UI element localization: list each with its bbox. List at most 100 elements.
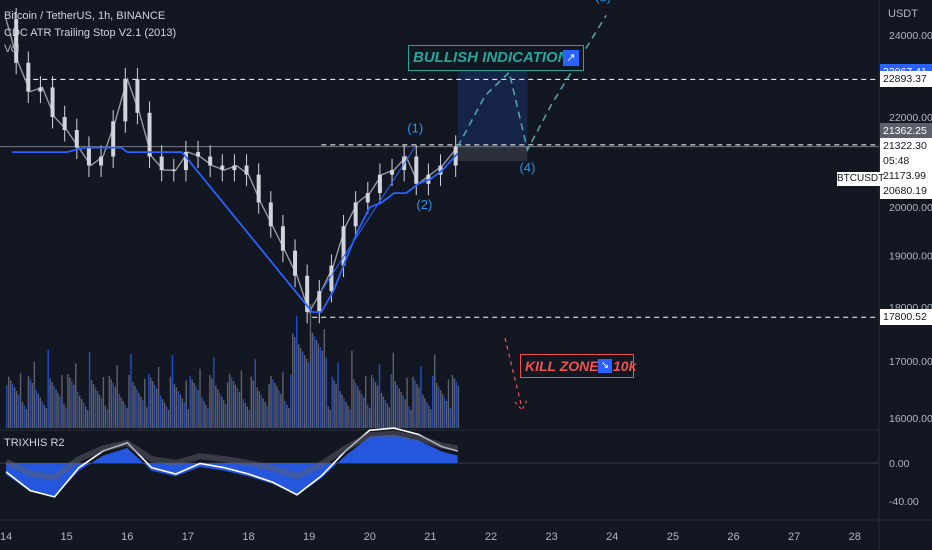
price-tag-17800: 17800.52 [880, 309, 932, 325]
candle-body [183, 152, 188, 171]
volume-bar [455, 382, 458, 428]
volume-bar [53, 385, 55, 428]
volume-bar [270, 375, 272, 428]
candle-body [196, 152, 201, 157]
volume-bar [355, 383, 357, 428]
indicator-title: CDC ATR Trailing Stop V2.1 (2013) [4, 27, 177, 39]
volume-bar [88, 351, 91, 428]
volume-bar [398, 388, 400, 428]
volume-bar [284, 401, 286, 428]
time-tick-label: 16 [121, 531, 133, 543]
horizontal-levels [0, 78, 879, 318]
volume-bar [65, 407, 67, 428]
volume-bar [144, 378, 146, 428]
volume-bar [268, 384, 270, 428]
volume-bar [201, 397, 203, 428]
volume-bar [84, 406, 87, 428]
arrow-down-right-icon: ↘ [598, 359, 612, 373]
volume-bar [75, 363, 77, 428]
volume-bar [313, 336, 316, 428]
volume-bar [13, 387, 16, 428]
volume-bar [155, 388, 158, 428]
volume-bar [37, 393, 40, 428]
volume-bar [290, 374, 292, 428]
time-tick-label: 26 [727, 531, 739, 543]
oscillator-shadow [4, 430, 459, 481]
oscillator-histogram [6, 434, 458, 498]
volume-bar [254, 358, 256, 428]
volume-bar [363, 397, 365, 428]
volume-bar [272, 379, 274, 428]
volume-bar [388, 407, 391, 428]
volume-bar [191, 379, 193, 428]
volume-bar [331, 376, 333, 428]
volume-bar [376, 385, 379, 428]
candle-body [293, 250, 298, 276]
volume-bar [69, 377, 71, 428]
projection-path [456, 14, 607, 153]
volume-bar [23, 405, 26, 428]
volume-bar [177, 391, 180, 428]
volume-bar [343, 398, 345, 428]
volume-bar [293, 337, 296, 428]
volume-bar [437, 386, 440, 428]
symbol-badge: BTCUSDT [837, 172, 885, 186]
volume-bar [21, 401, 24, 428]
osc-tick-label: -40.00 [889, 496, 919, 508]
volume-bar [33, 361, 36, 428]
time-tick-label: 17 [182, 531, 194, 543]
volume-bar [29, 379, 32, 428]
volume-bar [61, 375, 63, 428]
volume-bar [321, 350, 324, 428]
volume-bar [122, 401, 124, 428]
volume-bar [92, 383, 95, 428]
candle-body [111, 121, 116, 157]
volume-bar [337, 362, 339, 428]
currency-label: USDT [888, 8, 918, 20]
time-tick-label: 22 [485, 531, 497, 543]
volume-bar [325, 357, 327, 428]
candle-body [147, 112, 152, 157]
volume-bar [134, 385, 136, 428]
volume-bar [106, 409, 109, 428]
wave-label: (2) [416, 197, 432, 212]
volume-bar [81, 399, 83, 428]
projection-box-lower [457, 146, 528, 162]
volume-bar [27, 375, 30, 428]
price-tick-label: 16000.00 [889, 413, 932, 425]
volume-bar [153, 384, 156, 428]
volume-bar [57, 392, 59, 428]
volume-bar [51, 382, 53, 428]
volume-bar [278, 390, 280, 428]
volume-bar [449, 408, 452, 428]
volume-bar [199, 368, 201, 428]
volume-bar [108, 375, 111, 428]
time-axis[interactable]: 14 15 16 17 18 19 20 21 22 23 24 25 26 27 28 [0, 531, 861, 543]
volume-bar [157, 367, 160, 428]
price-tag-21362: 21362.25 [880, 123, 932, 139]
volume-bar [345, 401, 347, 428]
volume-bar [347, 405, 349, 428]
price-tag-22893: 22893.37 [880, 71, 932, 87]
candle-body [74, 130, 79, 148]
volume-bar [262, 398, 264, 428]
time-tick-label: 28 [849, 531, 861, 543]
candle-body [14, 19, 19, 63]
volume-bar [49, 378, 51, 428]
volume-bar [390, 374, 393, 428]
volume-bar [445, 401, 448, 428]
volume-bar [209, 374, 211, 428]
volume-bar [258, 391, 260, 428]
volume-bar [286, 404, 288, 428]
volume-bar [213, 357, 215, 428]
candle-body [390, 170, 395, 175]
candle-body [341, 226, 346, 266]
volume-bar [311, 332, 314, 428]
volume-bar [430, 409, 432, 428]
volume-bar [307, 362, 310, 428]
volume-bar [416, 383, 418, 428]
osc-tick-label: 0.00 [889, 458, 910, 470]
candle-body [268, 202, 273, 227]
